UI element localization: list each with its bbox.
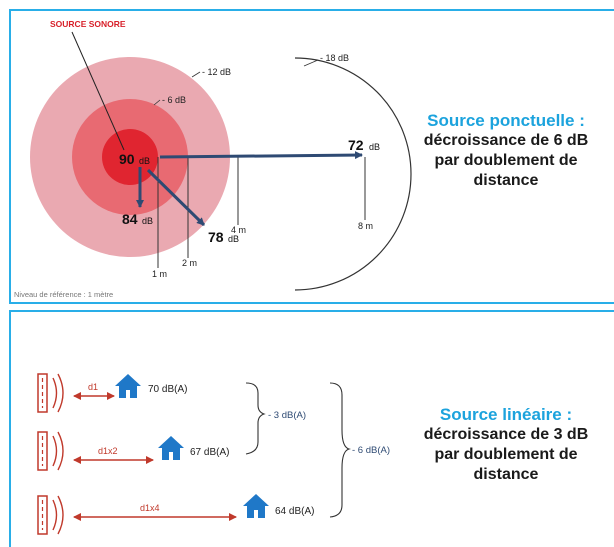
line-source-panel <box>9 310 614 547</box>
source-label: SOURCE SONORE <box>50 19 126 29</box>
level-label-minus-18: - 18 dB <box>320 53 349 63</box>
center-level-unit: dB <box>139 156 150 166</box>
house-icon <box>115 374 141 398</box>
distance-label-d1: d1 <box>88 382 98 392</box>
brace-6db <box>329 382 351 518</box>
point-source-title-line3: par doublement de <box>434 152 578 169</box>
line-source-title: Source linéaire : décroissance de 3 dB p… <box>398 405 614 485</box>
level-72-unit: dB <box>369 142 380 152</box>
distance-label-1m: 1 m <box>152 269 167 279</box>
level-72-value: 72 <box>348 137 364 153</box>
level-84-unit: dB <box>142 216 153 226</box>
arrow-to-72 <box>159 151 363 160</box>
line-level-70: 70 dB(A) <box>148 384 187 395</box>
level-label-minus-6: - 6 dB <box>162 95 186 105</box>
ring-inner <box>102 129 158 185</box>
distance-label-4m: 4 m <box>231 225 246 235</box>
leader-minus-12 <box>191 71 201 78</box>
line-level-67: 67 dB(A) <box>190 447 229 458</box>
line-source-title-line3: par doublement de <box>434 446 578 463</box>
brace-3db <box>245 382 266 455</box>
line-source-icon <box>37 373 64 413</box>
level-78-unit: dB <box>228 234 239 244</box>
level-84: 84 dB <box>122 211 153 227</box>
line-source-icon <box>37 495 64 535</box>
point-source-title-line1: Source ponctuelle : <box>427 111 585 130</box>
center-level-value: 90 <box>119 151 135 167</box>
level-label-minus-12: - 12 dB <box>202 67 231 77</box>
center-level: 90 dB <box>119 151 150 167</box>
distance-label-2m: 2 m <box>182 258 197 268</box>
level-78-value: 78 <box>208 229 224 245</box>
point-source-title-line2: décroissance de 6 dB <box>423 132 589 149</box>
line-source-title-line4: distance <box>473 466 539 483</box>
line-source-title-line1: Source linéaire : <box>439 405 573 424</box>
level-84-value: 84 <box>122 211 138 227</box>
level-72: 72 dB <box>348 137 380 153</box>
house-icon <box>243 494 269 518</box>
brace-label-3db: - 3 dB(A) <box>268 410 306 421</box>
leader-minus-6 <box>153 99 161 106</box>
reference-note: Niveau de référence : 1 mètre <box>14 290 113 299</box>
house-icon <box>158 436 184 460</box>
brace-label-6db: - 6 dB(A) <box>352 445 390 456</box>
point-source-title-line4: distance <box>473 172 539 189</box>
source-pointer-line <box>71 31 125 151</box>
line-source-icon <box>37 431 64 471</box>
level-78: 78 dB <box>208 229 239 245</box>
ring-far-arc <box>294 57 412 291</box>
point-source-title: Source ponctuelle : décroissance de 6 dB… <box>398 111 614 191</box>
line-level-64: 64 dB(A) <box>275 506 314 517</box>
distance-label-8m: 8 m <box>358 221 373 231</box>
distance-label-d1x2: d1x2 <box>98 446 118 456</box>
leader-minus-18 <box>303 59 319 67</box>
line-source-title-line2: décroissance de 3 dB <box>423 426 589 443</box>
distance-label-d1x4: d1x4 <box>140 503 160 513</box>
arrow-to-78 <box>146 168 206 227</box>
